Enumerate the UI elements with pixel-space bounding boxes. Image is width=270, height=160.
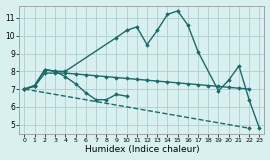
X-axis label: Humidex (Indice chaleur): Humidex (Indice chaleur) <box>85 145 199 154</box>
